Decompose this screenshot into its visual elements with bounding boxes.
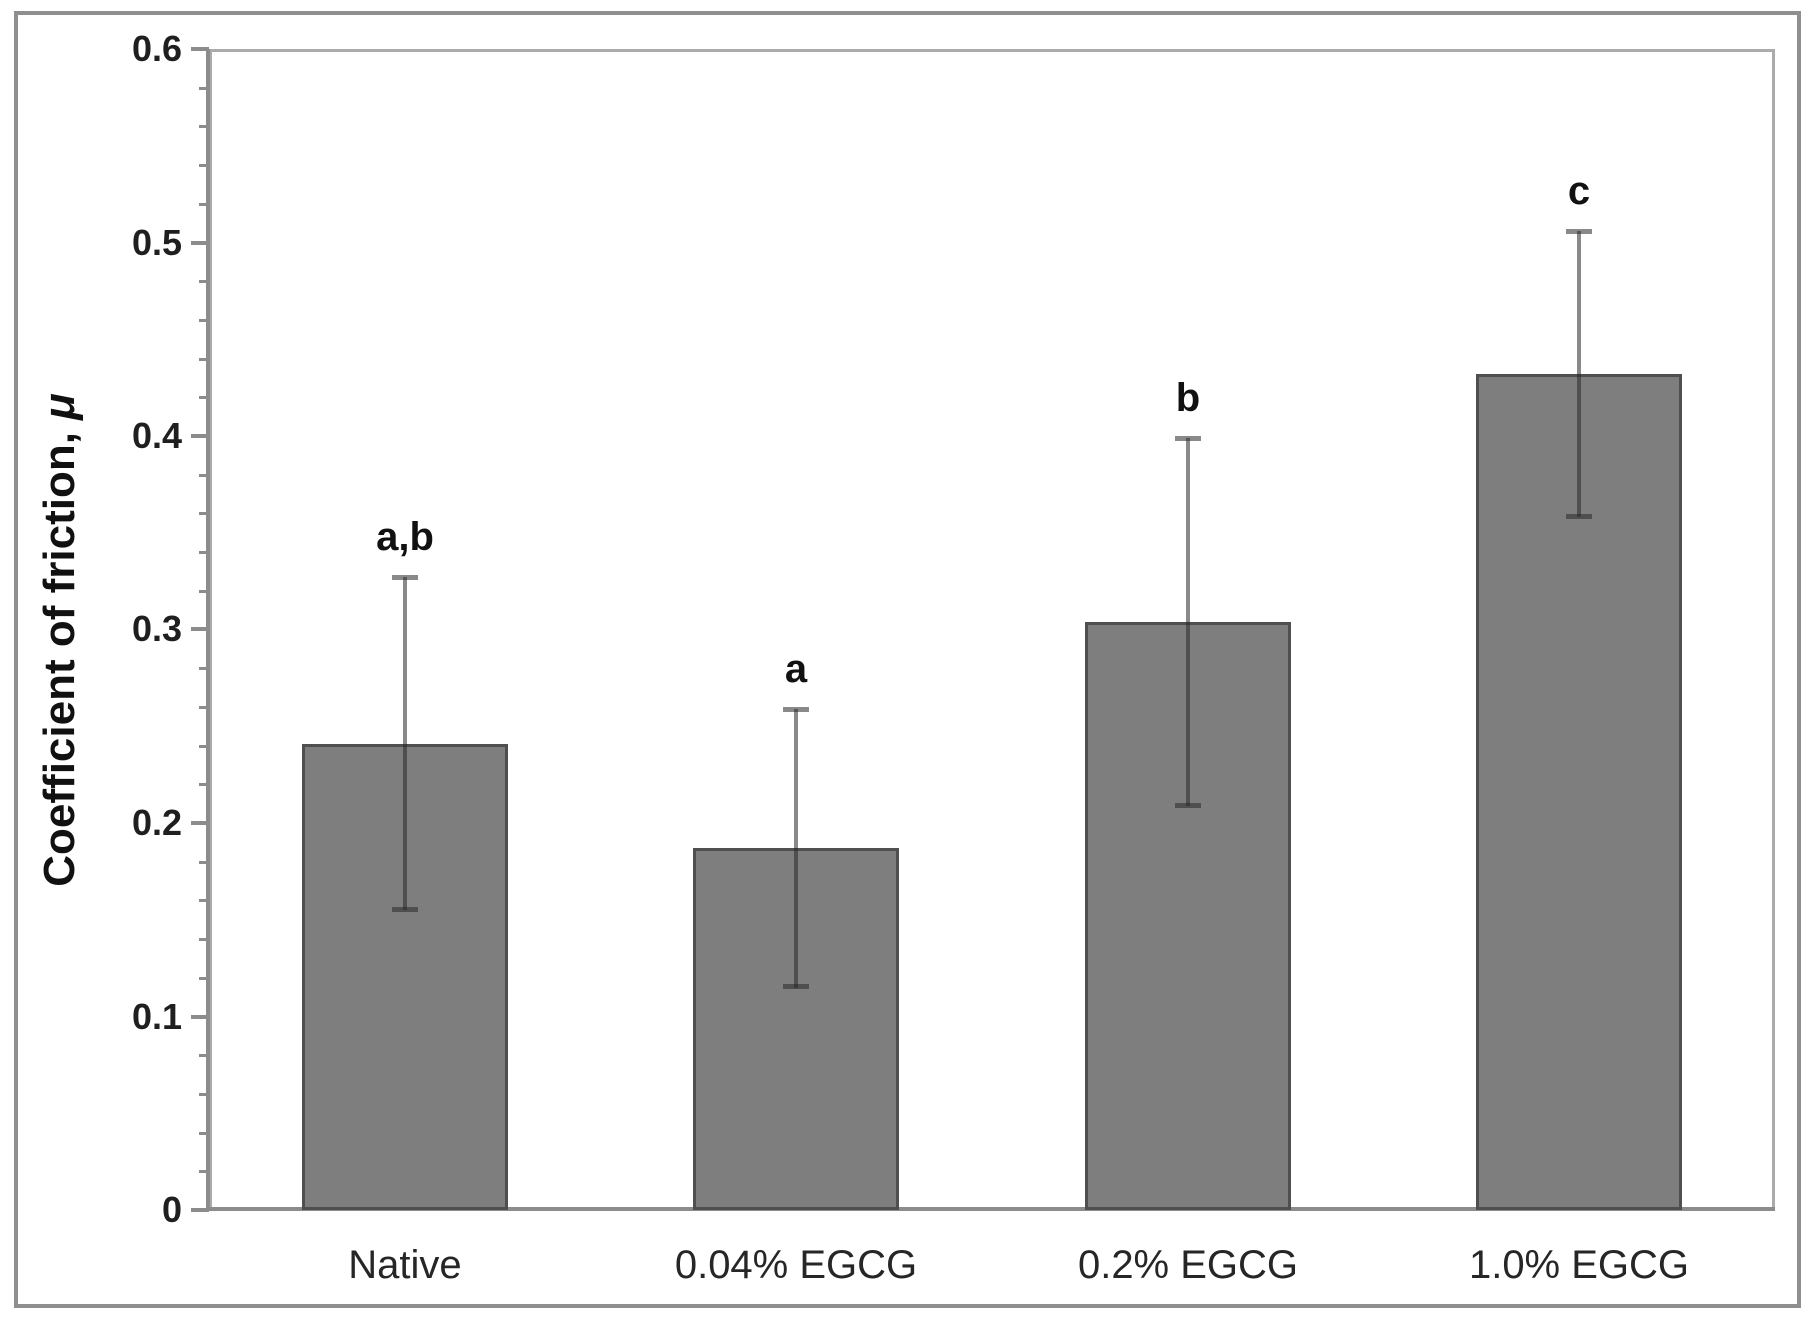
y-tick-label: 0.1 bbox=[131, 996, 182, 1037]
y-major-tick bbox=[191, 47, 209, 51]
y-tick-label: 0.3 bbox=[131, 608, 182, 649]
x-tick-label-0-04-egcg: 0.04% EGCG bbox=[674, 1243, 918, 1287]
y-tick-label: 0.5 bbox=[131, 222, 182, 263]
y-tick-label: 0 bbox=[161, 1189, 182, 1230]
y-major-tick bbox=[191, 1015, 209, 1019]
y-minor-tick bbox=[199, 861, 209, 864]
x-axis-line bbox=[206, 1207, 1775, 1211]
error-bar-1-0-egcg bbox=[1577, 231, 1581, 517]
significance-label-0-2-egcg: b bbox=[1175, 376, 1201, 420]
error-cap-top bbox=[1566, 229, 1592, 234]
y-minor-tick bbox=[199, 125, 209, 128]
error-cap-bottom bbox=[783, 984, 809, 989]
figure-frame bbox=[14, 11, 1801, 1308]
error-cap-top bbox=[783, 707, 809, 712]
significance-label-1-0-egcg: c bbox=[1567, 169, 1591, 213]
error-cap-top bbox=[392, 575, 418, 580]
error-cap-top bbox=[1175, 436, 1201, 441]
y-major-tick bbox=[191, 627, 209, 631]
y-minor-tick bbox=[199, 1170, 209, 1173]
y-minor-tick bbox=[199, 938, 209, 941]
y-major-tick bbox=[191, 1208, 209, 1212]
y-minor-tick bbox=[199, 706, 209, 709]
y-minor-tick bbox=[199, 745, 209, 748]
y-minor-tick bbox=[199, 474, 209, 477]
y-minor-tick bbox=[199, 512, 209, 515]
x-tick-label-native: Native bbox=[348, 1243, 462, 1287]
error-bar-0-2-egcg bbox=[1186, 438, 1190, 806]
y-minor-tick bbox=[199, 164, 209, 167]
y-minor-tick bbox=[199, 1093, 209, 1096]
y-minor-tick bbox=[199, 977, 209, 980]
significance-label-native: a,b bbox=[376, 515, 434, 559]
y-minor-tick bbox=[199, 590, 209, 593]
y-major-tick bbox=[191, 821, 209, 825]
y-minor-tick bbox=[199, 783, 209, 786]
x-tick-label-0-2-egcg: 0.2% EGCG bbox=[1077, 1243, 1299, 1287]
error-cap-bottom bbox=[392, 907, 418, 912]
y-minor-tick bbox=[199, 551, 209, 554]
significance-label-0-04-egcg: a bbox=[784, 647, 808, 691]
error-cap-bottom bbox=[1566, 514, 1592, 519]
y-tick-label: 0.6 bbox=[131, 28, 182, 69]
error-bar-0-04-egcg bbox=[794, 709, 798, 988]
y-minor-tick bbox=[199, 899, 209, 902]
error-cap-bottom bbox=[1175, 803, 1201, 808]
y-minor-tick bbox=[199, 280, 209, 283]
y-major-tick bbox=[191, 241, 209, 245]
y-tick-label: 0.4 bbox=[131, 415, 182, 456]
y-minor-tick bbox=[199, 1054, 209, 1057]
y-major-tick bbox=[191, 434, 209, 438]
y-minor-tick bbox=[199, 319, 209, 322]
y-minor-tick bbox=[199, 396, 209, 399]
y-minor-tick bbox=[199, 1132, 209, 1135]
error-bar-native bbox=[403, 577, 407, 910]
y-minor-tick bbox=[199, 87, 209, 90]
y-minor-tick bbox=[199, 358, 209, 361]
y-minor-tick bbox=[199, 667, 209, 670]
y-minor-tick bbox=[199, 203, 209, 206]
x-tick-label-1-0-egcg: 1.0% EGCG bbox=[1468, 1243, 1690, 1287]
y-tick-label: 0.2 bbox=[131, 802, 182, 843]
